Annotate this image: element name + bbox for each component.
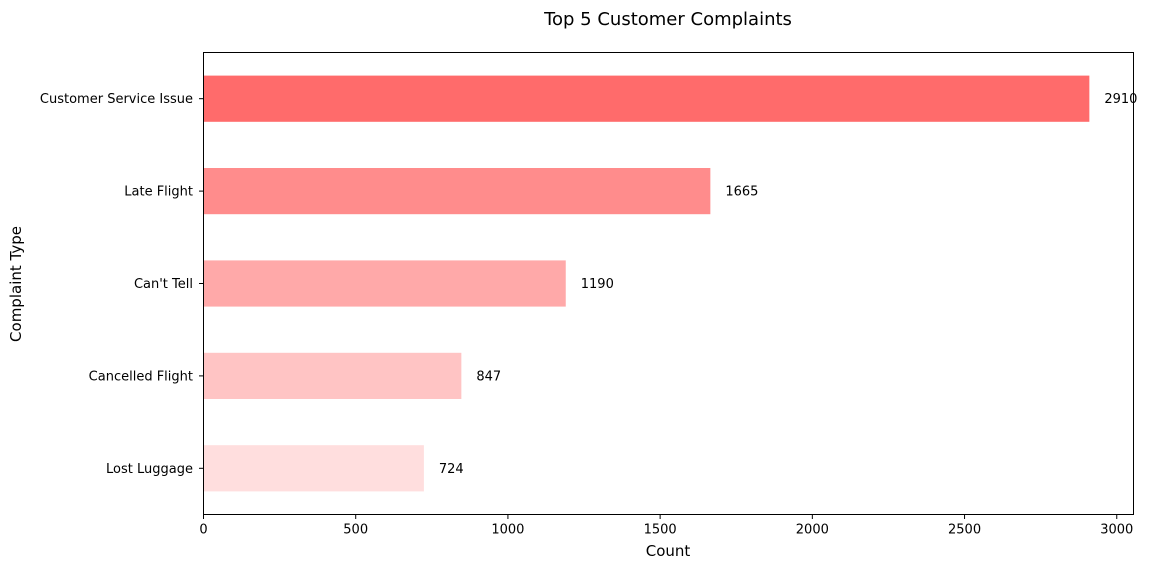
bar-value-label: 724 <box>439 462 464 477</box>
y-tick-label: Can't Tell <box>134 277 193 292</box>
x-tick-label: 2000 <box>796 523 829 538</box>
x-tick-label: 2500 <box>948 523 981 538</box>
bar-value-label: 2910 <box>1104 92 1137 107</box>
y-tick-label: Late Flight <box>124 185 193 200</box>
y-tick-label: Lost Luggage <box>106 462 193 477</box>
bar-value-label: 1190 <box>581 277 614 292</box>
x-tick-label: 0 <box>199 523 207 538</box>
bar <box>203 168 711 215</box>
x-tick-label: 1000 <box>491 523 524 538</box>
x-axis-label: Count <box>646 542 691 560</box>
y-tick-label: Customer Service Issue <box>40 92 193 107</box>
plot-frame <box>203 52 1134 515</box>
y-axis-label: Complaint Type <box>7 226 25 342</box>
x-tick-label: 3000 <box>1100 523 1133 538</box>
bar <box>203 445 424 492</box>
y-axis-ticks: Customer Service Issue Late Flight Can't T… <box>40 92 204 477</box>
bar <box>203 75 1090 122</box>
x-tick-label: 1500 <box>644 523 677 538</box>
x-tick-label: 500 <box>343 523 368 538</box>
bar-value-label: 847 <box>476 369 501 384</box>
bar <box>203 260 566 307</box>
bar-value-label: 1665 <box>725 185 758 200</box>
x-axis-ticks: 0 500 1000 1500 2000 2500 3000 <box>199 514 1133 538</box>
chart-title: Top 5 Customer Complaints <box>543 9 792 30</box>
bar <box>203 352 462 399</box>
y-tick-label: Cancelled Flight <box>89 369 193 384</box>
value-labels-group: 2910 1665 1190 847 724 <box>439 92 1138 477</box>
bars-group <box>203 75 1090 492</box>
